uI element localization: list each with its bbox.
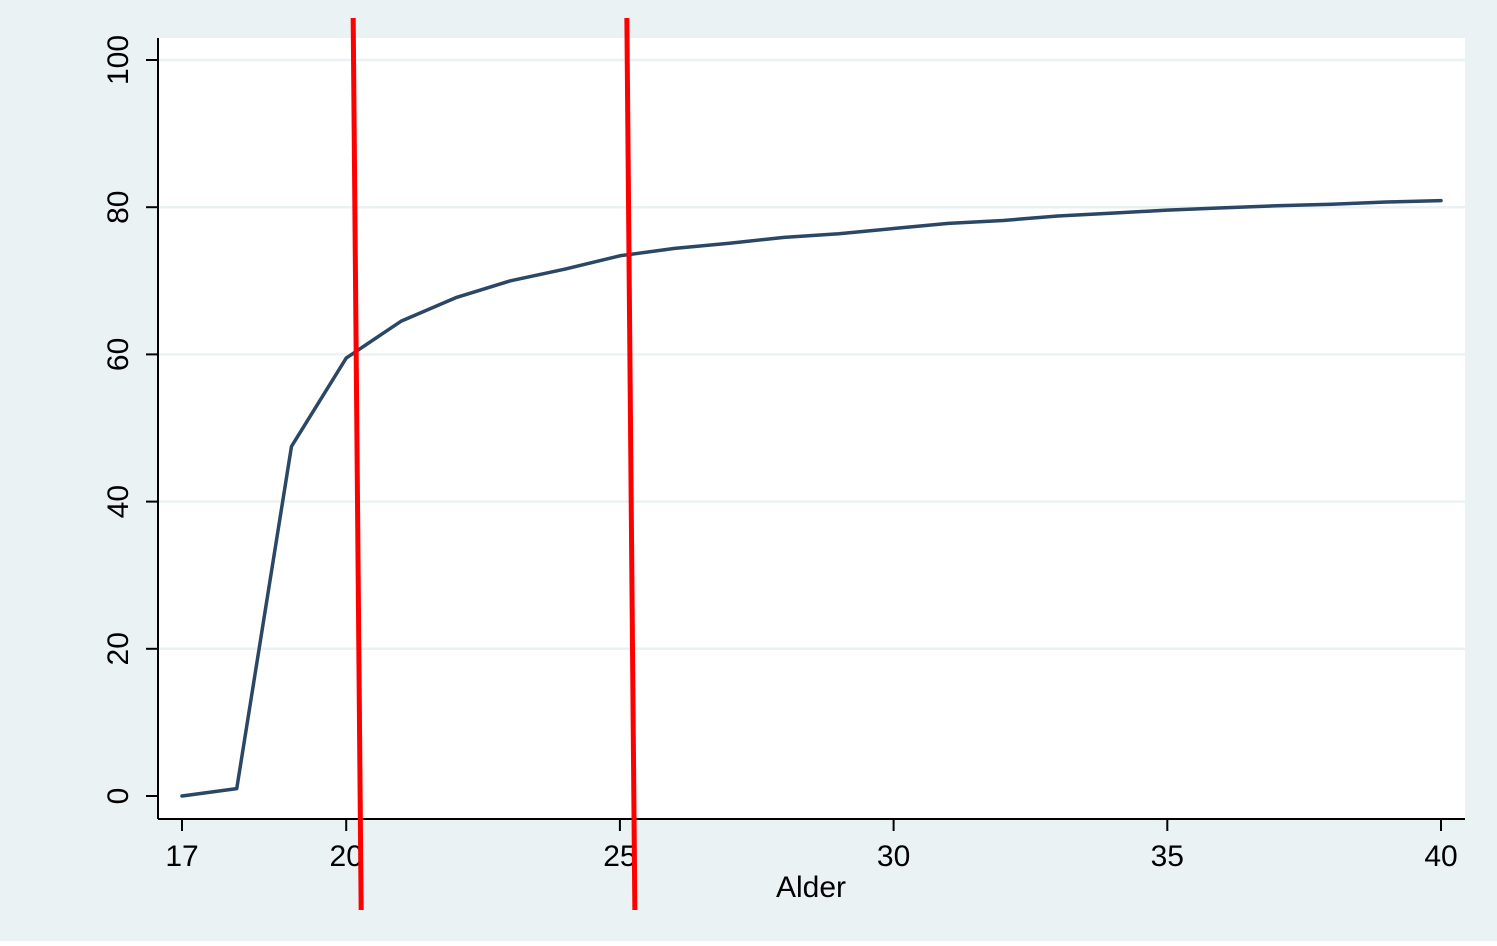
y-tick-label: 80 (102, 191, 135, 224)
x-tick-label: 35 (1151, 840, 1184, 873)
y-tick-label: 40 (102, 485, 135, 518)
y-tick-label: 20 (102, 632, 135, 665)
x-tick-label: 30 (877, 840, 910, 873)
x-tick-label: 40 (1424, 840, 1457, 873)
x-axis-ticks: 17 20 25 30 35 40 (165, 819, 1458, 873)
y-axis-ticks: 0 20 40 60 80 100 (102, 35, 158, 804)
vertical-marker-line (350, 17, 364, 911)
axes (157, 38, 1465, 820)
y-tick-label: 0 (102, 788, 135, 805)
x-tick-label: 25 (603, 840, 636, 873)
x-axis-label: Alder (776, 871, 846, 904)
plot-area (158, 38, 1465, 819)
x-tick-label: 17 (165, 840, 198, 873)
series-layer (180, 198, 1443, 798)
series-line (180, 198, 1443, 798)
x-tick-label: 20 (330, 840, 363, 873)
vertical-markers (350, 17, 638, 911)
y-tick-label: 60 (102, 338, 135, 371)
y-tick-label: 100 (102, 35, 135, 85)
vertical-marker-line (624, 17, 638, 911)
